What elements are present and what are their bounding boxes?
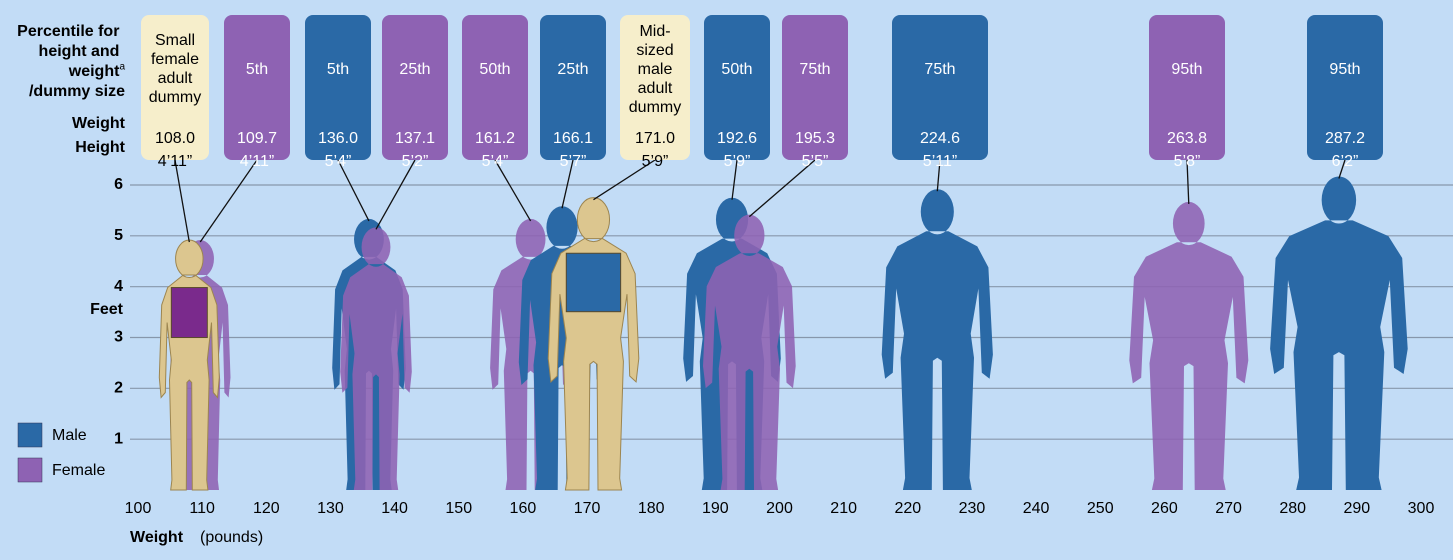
percentile-name: 50th — [462, 15, 528, 123]
weight-row-label: Weight — [72, 114, 125, 134]
x-tick-label: 100 — [125, 500, 152, 517]
weight-label: 161.2 — [462, 130, 528, 148]
silhouette — [882, 189, 993, 490]
x-tick-label: 290 — [1343, 500, 1370, 517]
y-tick-label: 2 — [114, 380, 123, 397]
x-tick-label: 200 — [766, 500, 793, 517]
height-label: 5’9” — [620, 153, 690, 171]
x-tick-label: 120 — [253, 500, 280, 517]
x-tick-label: 260 — [1151, 500, 1178, 517]
x-tick-label: 180 — [638, 500, 665, 517]
legend-label: Female — [52, 462, 105, 479]
weight-label: 109.7 — [224, 130, 290, 148]
height-label: 5’5” — [782, 153, 848, 171]
legend-label: Male — [52, 427, 87, 444]
legend-swatch — [18, 458, 42, 482]
height-label: 5’4” — [462, 153, 528, 171]
weight-label: 166.1 — [540, 130, 606, 148]
weight-label: 108.0 — [141, 130, 209, 148]
height-row-label: Height — [75, 138, 125, 158]
x-tick-label: 110 — [189, 500, 215, 517]
silhouette — [1270, 177, 1408, 490]
percentile-name: 5th — [305, 15, 371, 123]
dummy-chest — [171, 288, 207, 338]
x-tick-label: 150 — [445, 500, 472, 517]
infographic: Feet Weight (pounds) 1 2 3 4 5 6 100 110 120 130 1… — [0, 0, 1453, 560]
x-tick-label: 270 — [1215, 500, 1242, 517]
weight-label: 195.3 — [782, 130, 848, 148]
connector — [175, 160, 189, 242]
x-tick-label: 190 — [702, 500, 729, 517]
x-tick-label: 250 — [1087, 500, 1114, 517]
x-axis-unit: (pounds) — [200, 529, 263, 546]
x-tick-label: 240 — [1023, 500, 1050, 517]
percentile-name: 75th — [892, 15, 988, 123]
x-tick-label: 280 — [1279, 500, 1306, 517]
weight-label: 192.6 — [704, 130, 770, 148]
legend-swatch — [18, 423, 42, 447]
y-tick-label: 4 — [114, 278, 123, 295]
percentile-name: 25th — [382, 15, 448, 123]
weight-label: 224.6 — [892, 130, 988, 148]
x-tick-label: 300 — [1408, 500, 1435, 517]
x-tick-label: 170 — [574, 500, 601, 517]
height-label: 5’11” — [892, 153, 988, 171]
y-tick-label: 1 — [114, 430, 123, 447]
x-axis-label: Weight — [130, 529, 184, 546]
silhouette — [1129, 202, 1248, 490]
height-label: 5’7” — [540, 153, 606, 171]
x-tick-label: 130 — [317, 500, 344, 517]
y-tick-label: 3 — [114, 329, 123, 346]
percentile-name: 25th — [540, 15, 606, 123]
height-label: 5’9” — [704, 153, 770, 171]
height-label: 5’4” — [305, 153, 371, 171]
percentile-name: 95th — [1149, 15, 1225, 123]
connector — [200, 160, 257, 242]
dummy-chest — [566, 253, 620, 311]
percentile-label-end: /dummy size — [29, 83, 125, 100]
y-axis-label: Feet — [90, 301, 124, 318]
x-tick-label: 140 — [381, 500, 408, 517]
height-label: 5’2” — [382, 153, 448, 171]
percentile-name: 75th — [782, 15, 848, 123]
percentile-label: Percentile for height and weight — [9, 22, 119, 82]
percentile-row-label: Percentile for height and weighta/dummy … — [9, 22, 125, 102]
height-label: 6’2” — [1307, 153, 1383, 171]
weight-label: 263.8 — [1149, 130, 1225, 148]
x-tick-label: 220 — [894, 500, 921, 517]
weight-label: 287.2 — [1307, 130, 1383, 148]
weight-label: 136.0 — [305, 130, 371, 148]
height-label: 4’11” — [224, 153, 290, 171]
x-tick-label: 160 — [510, 500, 537, 517]
y-tick-label: 5 — [114, 227, 123, 244]
weight-label: 137.1 — [382, 130, 448, 148]
percentile-name: 50th — [704, 15, 770, 123]
y-tick-label: 6 — [114, 176, 123, 193]
height-label: 5’8” — [1149, 153, 1225, 171]
percentile-box: 75th195.35’5” — [782, 15, 848, 160]
percentile-name: 5th — [224, 15, 290, 123]
x-tick-label: 230 — [959, 500, 986, 517]
percentile-name: Mid-sized male adult dummy — [620, 15, 690, 123]
height-label: 4’11” — [141, 153, 209, 171]
percentile-name: Small female adult dummy — [141, 15, 209, 123]
x-tick-label: 210 — [830, 500, 857, 517]
footnote-mark: a — [119, 62, 125, 73]
weight-label: 171.0 — [620, 130, 690, 148]
percentile-name: 95th — [1307, 15, 1383, 123]
